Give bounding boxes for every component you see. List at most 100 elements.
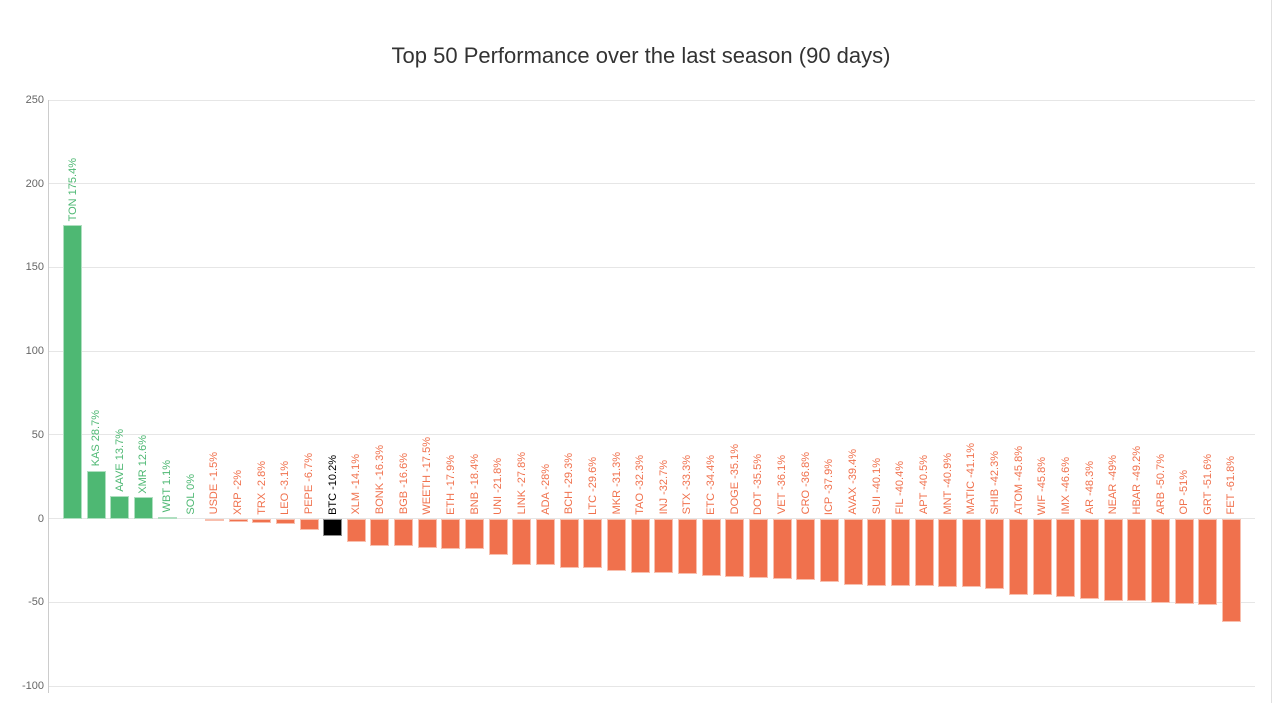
bar-label-atom: ATOM -45.8%	[1012, 445, 1025, 515]
bar-label-leo: LEO -3.1%	[279, 460, 292, 515]
bar-label-dot: DOT -35.5%	[752, 453, 765, 515]
y-axis-line	[48, 100, 49, 693]
bar-bch[interactable]	[559, 518, 579, 568]
bar-ton[interactable]	[63, 224, 82, 519]
bar-fet[interactable]	[1221, 518, 1241, 623]
bar-imx[interactable]	[1056, 518, 1076, 597]
bar-pepe[interactable]	[299, 518, 319, 530]
bar-link[interactable]	[512, 518, 532, 566]
bar-bonk[interactable]	[370, 518, 390, 546]
y-tick-label: -50	[28, 596, 44, 609]
bar-ar[interactable]	[1080, 518, 1100, 600]
bar-label-mnt: MNT -40.9%	[941, 453, 954, 515]
bar-trx[interactable]	[252, 518, 272, 524]
bar-label-trx: TRX -2.8%	[255, 460, 268, 515]
bar-label-inj: INJ -32.7%	[657, 460, 670, 515]
bar-label-weeth: WEETH -17.5%	[421, 436, 434, 515]
bar-usde[interactable]	[204, 518, 224, 522]
bar-label-shib: SHIB -42.3%	[988, 450, 1001, 515]
bar-aave[interactable]	[110, 495, 130, 519]
gridline-150	[48, 266, 1255, 268]
bar-xrp[interactable]	[228, 518, 248, 522]
bar-mnt[interactable]	[938, 518, 958, 588]
bar-etc[interactable]	[701, 518, 721, 577]
bar-label-xmr: XMR 12.6%	[137, 434, 150, 494]
bar-label-usde: USDE -1.5%	[208, 452, 221, 515]
bar-wif[interactable]	[1032, 518, 1052, 596]
bar-label-sol: SOL 0%	[184, 474, 197, 515]
gridline-50	[48, 434, 1255, 436]
bar-op[interactable]	[1174, 518, 1194, 604]
bar-matic[interactable]	[961, 518, 981, 588]
chart-right-border	[1271, 0, 1272, 703]
bar-label-arb: ARB -50.7%	[1154, 454, 1167, 515]
y-tick-label: 100	[25, 345, 44, 358]
bar-label-bonk: BONK -16.3%	[373, 445, 386, 515]
bar-label-near: NEAR -49%	[1107, 455, 1120, 515]
bar-xmr[interactable]	[133, 497, 153, 519]
gridline-250	[48, 99, 1255, 101]
bar-label-ltc: LTC -29.6%	[586, 456, 599, 515]
bar-label-wbt: WBT 1.1%	[161, 460, 174, 513]
bar-label-eth: ETH -17.9%	[444, 454, 457, 515]
bar-doge[interactable]	[725, 518, 745, 578]
bar-leo[interactable]	[275, 518, 295, 524]
bar-kas[interactable]	[86, 470, 106, 519]
bar-uni[interactable]	[488, 518, 508, 556]
y-tick-label: 250	[25, 94, 44, 106]
bar-apt[interactable]	[914, 518, 934, 587]
bar-tao[interactable]	[630, 518, 650, 573]
bar-label-hbar: HBAR -49.2%	[1130, 446, 1143, 515]
bar-fil[interactable]	[890, 518, 910, 587]
bar-vet[interactable]	[772, 518, 792, 579]
bar-stx[interactable]	[677, 518, 697, 575]
gridline--50	[48, 601, 1255, 603]
bar-dot[interactable]	[748, 518, 768, 578]
y-tick-label: -100	[21, 680, 44, 692]
bar-atom[interactable]	[1009, 518, 1029, 596]
bar-ada[interactable]	[536, 518, 556, 566]
bar-icp[interactable]	[819, 518, 839, 583]
bar-label-pepe: PEPE -6.7%	[303, 453, 316, 515]
bar-grt[interactable]	[1198, 518, 1218, 605]
bar-mkr[interactable]	[607, 518, 627, 571]
gridline-200	[48, 183, 1255, 185]
y-tick-label: 200	[25, 177, 44, 190]
y-tick-label: 150	[25, 261, 44, 274]
gridline--100	[48, 685, 1255, 687]
bar-eth[interactable]	[441, 518, 461, 549]
bar-label-tao: TAO -32.3%	[634, 454, 647, 515]
bar-label-icp: ICP -37.9%	[823, 458, 836, 515]
bar-inj[interactable]	[654, 518, 674, 574]
bar-label-grt: GRT -51.6%	[1201, 453, 1214, 515]
bar-arb[interactable]	[1151, 518, 1171, 604]
bar-btc[interactable]	[323, 518, 343, 536]
bar-label-bgb: BGB -16.6%	[397, 453, 410, 515]
bar-near[interactable]	[1103, 518, 1123, 601]
bar-label-matic: MATIC -41.1%	[965, 443, 978, 515]
bar-shib[interactable]	[985, 518, 1005, 590]
bar-ltc[interactable]	[583, 518, 603, 569]
bar-sui[interactable]	[867, 518, 887, 586]
bar-label-uni: UNI -21.8%	[492, 457, 505, 515]
bar-bnb[interactable]	[465, 518, 485, 550]
bar-weeth[interactable]	[417, 518, 437, 548]
bar-bgb[interactable]	[394, 518, 414, 547]
bar-avax[interactable]	[843, 518, 863, 585]
bar-label-bch: BCH -29.3%	[563, 453, 576, 515]
bar-label-xrp: XRP -2%	[232, 469, 245, 515]
bar-label-apt: APT -40.5%	[918, 455, 930, 515]
bar-label-avax: AVAX -39.4%	[847, 448, 860, 515]
bar-wbt[interactable]	[157, 516, 177, 519]
bar-cro[interactable]	[796, 518, 816, 581]
bar-label-ar: AR -48.3%	[1083, 461, 1096, 515]
gridline-0	[48, 518, 1255, 520]
bar-label-doge: DOGE -35.1%	[728, 444, 741, 515]
bar-label-wif: WIF -45.8%	[1036, 456, 1049, 515]
bar-label-aave: AAVE 13.7%	[113, 428, 126, 492]
bar-label-btc: BTC -10.2%	[326, 454, 339, 515]
bar-xlm[interactable]	[346, 518, 366, 543]
bar-label-ton: TON 175.4%	[66, 157, 79, 221]
bar-hbar[interactable]	[1127, 518, 1147, 601]
